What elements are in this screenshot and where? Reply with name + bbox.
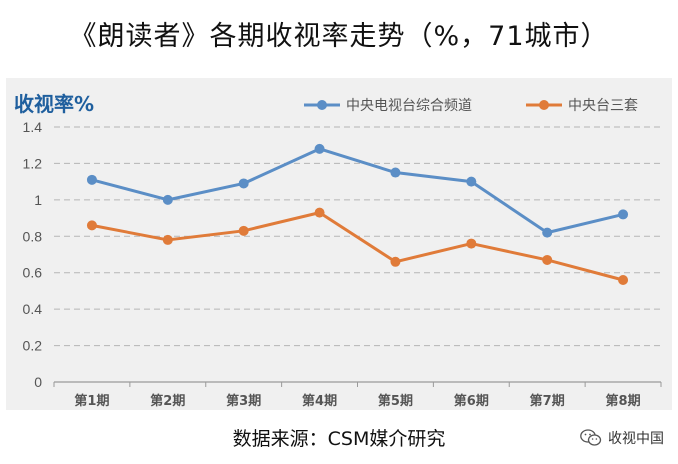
y-tick-label: 0: [34, 374, 42, 390]
data-point: [314, 207, 325, 218]
legend-marker: [539, 100, 549, 110]
x-tick-label: 第4期: [302, 393, 337, 409]
y-tick-label: 1.2: [23, 155, 43, 171]
data-point: [314, 143, 325, 154]
data-point: [466, 238, 477, 249]
wechat-icon: [580, 429, 602, 446]
x-tick-label: 第5期: [378, 393, 413, 409]
y-tick-label: 0.2: [23, 338, 43, 354]
x-tick-label: 第3期: [226, 393, 261, 409]
x-tick-label: 第2期: [150, 393, 185, 409]
chart-panel: 收视率% 0 0.2 0.4 0.6 0.8 1 1.2 1.4 第1期 第2期 第3期 第4期 第5期 第…: [6, 78, 672, 410]
series-line-1: [91, 147, 624, 235]
data-source-note: 数据来源：CSM媒介研究: [232, 428, 446, 450]
data-point: [86, 174, 97, 185]
line-chart: 收视率% 0 0.2 0.4 0.6 0.8 1 1.2 1.4 第1期 第2期 第3期 第4期 第5期 第…: [14, 92, 662, 409]
watermark-text: 收视中国: [608, 431, 664, 447]
y-tick-label: 0.8: [23, 228, 43, 244]
chart-title: 《朗读者》各期收视率走势（%，71城市）: [69, 21, 609, 52]
data-point: [238, 178, 249, 189]
data-point: [618, 209, 629, 220]
data-point: [86, 220, 97, 231]
y-tick-label: 0.4: [23, 301, 43, 317]
watermark: 收视中国: [580, 428, 664, 448]
legend-marker: [317, 100, 327, 110]
data-point: [238, 225, 249, 236]
data-point: [390, 167, 401, 178]
x-tick-label: 第1期: [74, 393, 109, 409]
x-tick-label: 第8期: [606, 393, 641, 409]
data-point: [542, 227, 553, 238]
series-line-2: [91, 211, 624, 282]
data-point: [542, 254, 553, 265]
y-tick-label: 1: [34, 192, 42, 208]
data-point: [162, 194, 173, 205]
y-axis-label: 收视率%: [14, 92, 94, 116]
legend-label: 中央台三套: [568, 98, 638, 114]
data-point: [618, 275, 629, 285]
data-point: [466, 176, 477, 187]
data-point: [162, 234, 173, 245]
y-tick-label: 0.6: [23, 265, 43, 281]
legend-label: 中央电视台综合频道: [346, 98, 472, 114]
x-tick-label: 第7期: [530, 393, 565, 409]
y-tick-label: 1.4: [23, 119, 43, 135]
x-tick-label: 第6期: [454, 393, 489, 409]
data-point: [390, 256, 401, 267]
